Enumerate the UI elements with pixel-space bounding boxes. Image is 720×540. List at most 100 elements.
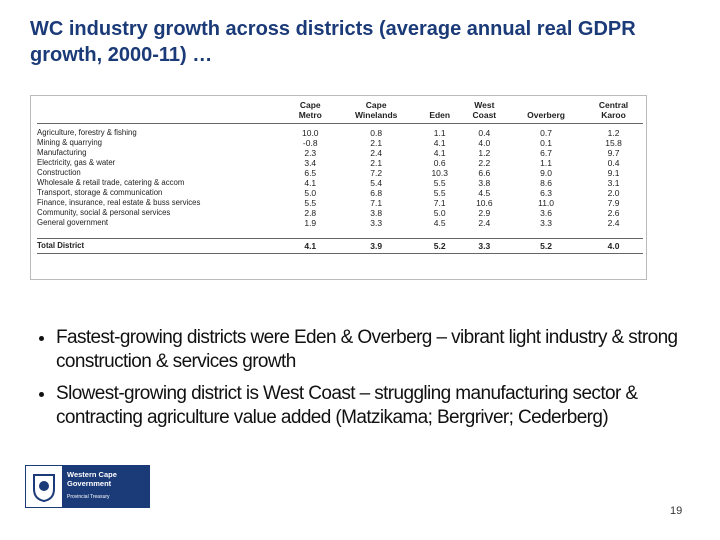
- row-label: Manufacturing: [37, 148, 87, 157]
- row-label: Electricity, gas & water: [37, 158, 116, 167]
- row-label: Agriculture, forestry & fishing: [37, 128, 137, 137]
- column-header-line: Cape: [299, 100, 321, 110]
- cell: 2.4: [370, 148, 383, 158]
- cell: 15.8: [605, 138, 622, 148]
- cell: 4.5: [433, 218, 446, 228]
- column-header-line: Coast: [472, 110, 497, 120]
- row-label: Community, social & personal services: [37, 208, 171, 217]
- column-header: Cape Metro: [287, 100, 334, 124]
- table-row: Construction 6.5 7.2 10.3 6.6 9.0 9.1: [37, 168, 643, 178]
- cell: 4.1: [304, 178, 317, 188]
- cell: 6.3: [540, 188, 552, 198]
- cell: 6.6: [478, 168, 491, 178]
- column-header: Overberg: [508, 100, 585, 124]
- cell: 1.1: [433, 128, 446, 138]
- column-header: Eden: [418, 100, 461, 124]
- cell: 2.9: [478, 208, 491, 218]
- spacer-row: [37, 228, 643, 239]
- table-row: Manufacturing 2.3 2.4 4.1 1.2 6.7 9.7: [37, 148, 643, 158]
- cell: 2.1: [370, 138, 383, 148]
- cell: 5.4: [370, 178, 383, 188]
- cell: 5.0: [433, 208, 446, 218]
- page-number: 19: [670, 505, 683, 517]
- table-row: Electricity, gas & water 3.4 2.1 0.6 2.2 1.1 0…: [37, 158, 643, 168]
- cell: 5.0: [304, 188, 317, 198]
- cell: 7.1: [370, 198, 383, 208]
- cell: 0.7: [540, 128, 552, 138]
- row-label: Mining & quarrying: [37, 138, 103, 147]
- crest-icon: [33, 473, 55, 502]
- cell: 4.0: [584, 238, 643, 254]
- cell: 3.3: [460, 238, 509, 254]
- cell: -0.8: [302, 138, 318, 148]
- cell: 11.0: [538, 198, 555, 208]
- cell: 1.2: [607, 128, 620, 138]
- cell: 9.1: [607, 168, 620, 178]
- row-label: General government: [37, 218, 109, 227]
- logo-band: Western Cape Government Provincial Treas…: [62, 466, 149, 507]
- column-header: West Coast: [460, 100, 509, 124]
- column-header-line: Overberg: [527, 110, 565, 120]
- cell: 3.3: [540, 218, 552, 228]
- cell: 6.7: [540, 148, 552, 158]
- cell: 9.7: [607, 148, 620, 158]
- cell: 2.4: [478, 218, 491, 228]
- table-row: General government 1.9 3.3 4.5 2.4 3.3 2.4: [37, 218, 643, 228]
- cell: 3.4: [304, 158, 317, 168]
- cell: 2.1: [370, 158, 383, 168]
- cell: 10.0: [301, 128, 319, 138]
- cell: 0.6: [433, 158, 446, 168]
- corner: [37, 100, 287, 124]
- column-header-line: Cape: [365, 100, 387, 110]
- table-row: Finance, insurance, real estate & buss s…: [37, 198, 643, 208]
- cell: 4.5: [478, 188, 491, 198]
- slide-title: WC industry growth across districts (ave…: [30, 18, 636, 66]
- header-row: Cape Metro Cape Winelands Eden West Coast Overb…: [37, 100, 643, 124]
- cell: 3.8: [478, 178, 491, 188]
- logo-sub: Provincial Treasury: [67, 494, 110, 500]
- cell: 5.5: [433, 188, 446, 198]
- cell: 3.9: [333, 238, 419, 254]
- cell: 5.5: [433, 178, 446, 188]
- cell: 5.5: [304, 198, 317, 208]
- total-row: Total District 4.1 3.9 5.2 3.3 5.2 4.0: [37, 238, 643, 254]
- cell: 2.2: [478, 158, 491, 168]
- cell: 3.3: [370, 218, 383, 228]
- table-row: Community, social & personal services 2.8…: [37, 208, 643, 218]
- cell: 2.8: [304, 208, 317, 218]
- bullets: Fastest-growing districts were Eden & Ov…: [30, 326, 696, 438]
- cell: 4.1: [287, 238, 334, 254]
- cell: 5.2: [418, 238, 461, 254]
- cell: 10.3: [431, 168, 448, 178]
- cell: 4.1: [433, 148, 446, 158]
- cell: 3.6: [540, 208, 552, 218]
- column-header: Cape Winelands: [333, 100, 419, 124]
- cell: 9.0: [540, 168, 552, 178]
- cell: 2.4: [607, 218, 620, 228]
- cell: 5.2: [508, 238, 585, 254]
- cell: 6.8: [370, 188, 383, 198]
- cell: 4.1: [433, 138, 446, 148]
- cell: 0.8: [370, 128, 383, 138]
- column-header-line: Central: [598, 100, 629, 110]
- row-label: Transport, storage & communication: [37, 188, 163, 197]
- row-label: Finance, insurance, real estate & buss s…: [37, 198, 201, 207]
- cell: 1.2: [478, 148, 491, 158]
- row-label: Total District: [37, 238, 287, 254]
- row-label: Construction: [37, 168, 81, 177]
- bullet: Slowest-growing district is West Coast –…: [56, 382, 696, 430]
- cell: 8.6: [540, 178, 552, 188]
- cell: 2.3: [304, 148, 317, 158]
- cell: 3.8: [370, 208, 383, 218]
- cell: 7.9: [607, 198, 620, 208]
- row-label: Wholesale & retail trade, catering & acc…: [37, 178, 185, 187]
- growth-table: Cape Metro Cape Winelands Eden West Coast Overb…: [37, 100, 643, 254]
- cell: 7.1: [433, 198, 446, 208]
- cell: 0.4: [607, 158, 620, 168]
- cell: 2.0: [607, 188, 620, 198]
- cell: 6.5: [304, 168, 317, 178]
- table-body: Agriculture, forestry & fishing 10.0 0.8 1.…: [37, 124, 643, 254]
- crest: [26, 466, 62, 507]
- table-row: Wholesale & retail trade, catering & acc…: [37, 178, 643, 188]
